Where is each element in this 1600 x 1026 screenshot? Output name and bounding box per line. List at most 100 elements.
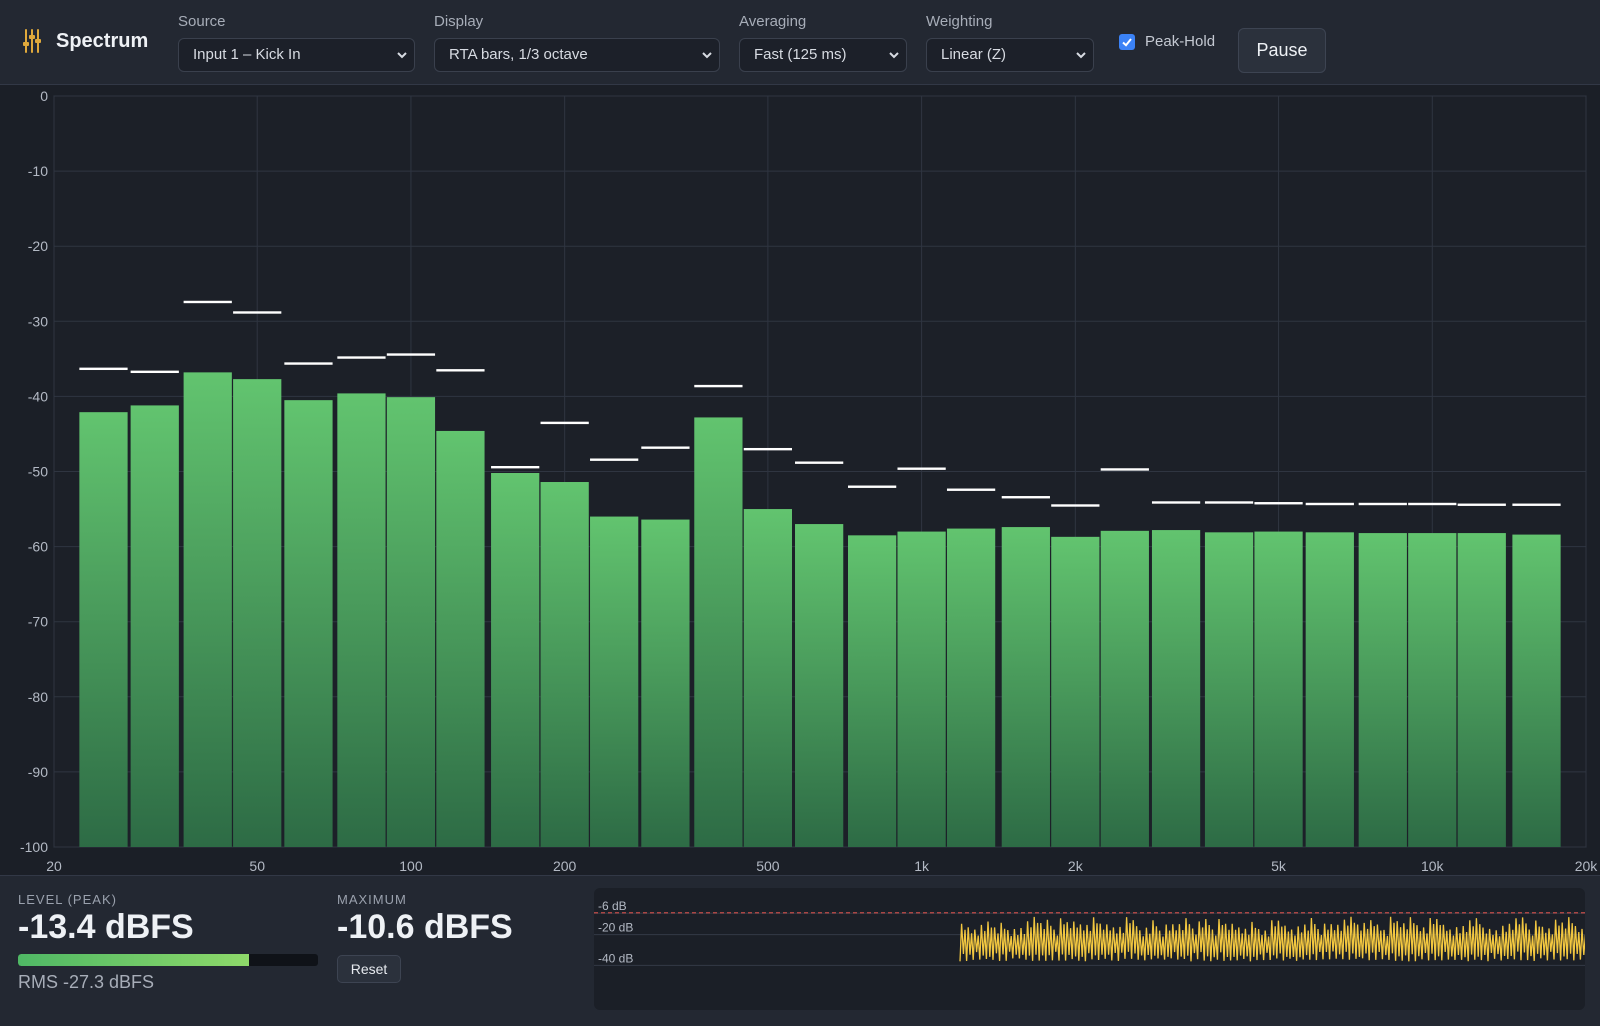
peak-hold-toggle[interactable]: Peak-Hold xyxy=(1119,33,1215,50)
y-tick-label: -30 xyxy=(28,313,48,329)
x-tick-label: 200 xyxy=(553,858,577,874)
spectrum-bar xyxy=(436,430,485,847)
peak-hold-marker xyxy=(183,300,232,304)
x-tick-label: 1k xyxy=(914,858,930,874)
x-tick-label: 20 xyxy=(46,858,62,874)
display-select[interactable]: RTA bars, 1/3 octave xyxy=(434,38,720,72)
spectrum-bar xyxy=(897,531,946,847)
spectrum-bar xyxy=(1512,534,1561,847)
y-tick-label: -10 xyxy=(28,163,48,179)
peak-hold-marker xyxy=(1358,502,1407,506)
y-tick-label: -100 xyxy=(20,839,48,855)
averaging-value: Fast (125 ms) xyxy=(754,46,847,63)
chevron-down-icon xyxy=(1076,52,1086,59)
level-meter xyxy=(18,954,318,966)
peak-hold-marker xyxy=(79,367,128,371)
peak-hold-marker xyxy=(540,421,589,425)
x-tick-label: 500 xyxy=(756,858,780,874)
weighting-label: Weighting xyxy=(926,13,993,30)
weighting-select[interactable]: Linear (Z) xyxy=(926,38,1094,72)
peak-hold-label: Peak-Hold xyxy=(1145,33,1216,50)
history-trace xyxy=(959,916,1585,962)
source-value: Input 1 – Kick In xyxy=(193,46,301,63)
peak-hold-marker xyxy=(1051,504,1100,507)
app-brand: Spectrum xyxy=(22,28,148,54)
peak-hold-marker xyxy=(1408,502,1457,506)
peak-hold-marker xyxy=(1100,468,1149,471)
source-label: Source xyxy=(178,13,226,30)
averaging-label: Averaging xyxy=(739,13,807,30)
peak-hold-marker xyxy=(337,356,386,359)
averaging-select[interactable]: Fast (125 ms) xyxy=(739,38,907,72)
x-tick-label: 10k xyxy=(1421,858,1445,874)
y-tick-label: -40 xyxy=(28,388,48,404)
x-tick-label: 2k xyxy=(1068,858,1084,874)
chevron-down-icon xyxy=(397,52,407,59)
peak-hold-marker xyxy=(233,311,282,314)
peak-hold-marker xyxy=(590,458,639,461)
spectrum-bar xyxy=(946,528,996,847)
source-select[interactable]: Input 1 – Kick In xyxy=(178,38,415,72)
level-label: LEVEL (PEAK) xyxy=(18,892,117,907)
weighting-value: Linear (Z) xyxy=(941,46,1007,63)
peak-hold-marker xyxy=(743,447,793,451)
x-tick-label: 50 xyxy=(249,858,265,874)
spectrum-bar xyxy=(590,516,639,847)
peak-hold-marker xyxy=(641,446,690,449)
y-tick-label: -50 xyxy=(28,464,48,480)
peak-hold-marker xyxy=(491,465,540,469)
spectrum-chart: 0 -10 -20 -30 -40 -50 -60 -70 -80 -90 -100 20 50 100… xyxy=(20,88,1598,874)
spectrum-bar xyxy=(1358,533,1407,847)
spectrum-bar xyxy=(1408,533,1457,847)
maximum-value: -10.6 dBFS xyxy=(337,908,513,946)
meter-panel: LEVEL (PEAK) -13.4 dBFS RMS -27.3 dBFS M… xyxy=(0,875,1600,1026)
level-history-graph: -6 dB -20 dB -40 dB xyxy=(594,888,1585,1010)
level-meter-fill xyxy=(18,954,249,966)
spectrum-bar xyxy=(694,417,743,847)
peak-hold-marker xyxy=(694,384,743,388)
y-tick-label: -90 xyxy=(28,764,48,780)
spectrum-bar xyxy=(1254,531,1303,847)
source-field: Source Input 1 – Kick In xyxy=(178,12,415,72)
rms-value: RMS -27.3 dBFS xyxy=(18,972,155,992)
spectrum-bar xyxy=(1151,530,1201,847)
pause-button[interactable]: Pause xyxy=(1238,28,1326,73)
display-value: RTA bars, 1/3 octave xyxy=(449,46,588,63)
peak-hold-marker xyxy=(284,362,333,365)
peak-hold-checkbox[interactable] xyxy=(1119,33,1135,50)
peak-hold-marker xyxy=(436,369,485,372)
spectrum-bar xyxy=(233,379,282,847)
display-field: Display RTA bars, 1/3 octave xyxy=(434,12,720,72)
x-axis-ticks: 20 50 100 200 500 1k 2k 5k 10k 20k xyxy=(46,858,1598,874)
history-db-label: -40 dB xyxy=(598,951,633,965)
peak-hold-marker xyxy=(897,467,946,470)
peak-hold-marker xyxy=(130,370,179,374)
spectrum-bar xyxy=(337,393,386,847)
spectrum-bar xyxy=(386,397,436,847)
reset-button[interactable]: Reset xyxy=(337,955,401,983)
chart-bars xyxy=(79,372,1561,847)
spectrum-bar xyxy=(1204,532,1254,847)
spectrum-bar xyxy=(540,482,589,847)
y-tick-label: 0 xyxy=(40,88,48,104)
x-tick-label: 100 xyxy=(399,858,423,874)
spectrum-bar xyxy=(641,519,690,847)
spectrum-bar xyxy=(1457,533,1506,847)
peak-hold-marker xyxy=(1512,503,1561,506)
chart-peak-markers xyxy=(79,300,1561,507)
weighting-field: Weighting Linear (Z) xyxy=(926,12,1094,72)
chevron-down-icon xyxy=(702,52,712,59)
history-db-label: -6 dB xyxy=(598,899,627,913)
chevron-down-icon xyxy=(889,52,899,59)
peak-hold-marker xyxy=(1151,501,1201,504)
spectrum-bar xyxy=(1051,536,1100,847)
level-value: -13.4 dBFS xyxy=(18,908,194,946)
peak-hold-marker xyxy=(1305,502,1354,506)
spectrum-bar xyxy=(79,412,128,847)
peak-hold-marker xyxy=(386,353,436,356)
y-tick-label: -20 xyxy=(28,238,48,254)
peak-hold-marker xyxy=(1204,501,1254,504)
spectrum-bar xyxy=(491,473,540,847)
spectrum-bar xyxy=(1001,527,1050,847)
peak-hold-marker xyxy=(1001,496,1050,499)
